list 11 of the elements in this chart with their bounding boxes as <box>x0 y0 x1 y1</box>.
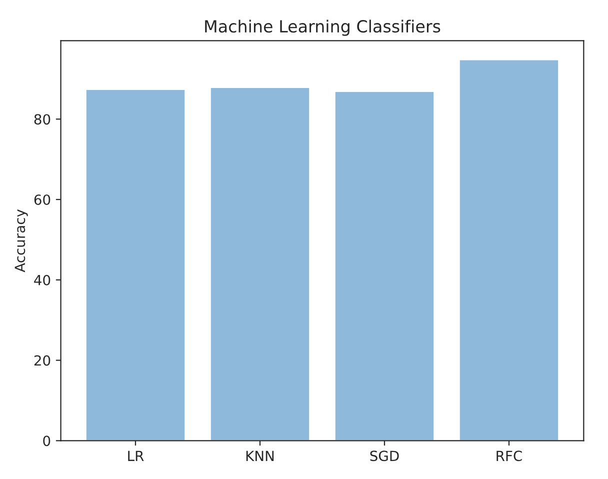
y-tick-label: 40 <box>34 274 50 286</box>
chart-title: Machine Learning Classifiers <box>205 20 440 36</box>
y-tick-label: 20 <box>34 355 50 366</box>
y-axis-title: Accuracy <box>14 209 28 272</box>
x-tick-label: KNN <box>246 450 274 461</box>
x-tick-label: SGD <box>370 450 399 462</box>
x-tick-label: LR <box>128 450 144 461</box>
x-tick-label: RFC <box>496 450 522 462</box>
y-tick-label: 80 <box>34 114 50 125</box>
y-tick-label: 0 <box>43 436 50 446</box>
y-tick-label: 60 <box>34 194 50 205</box>
